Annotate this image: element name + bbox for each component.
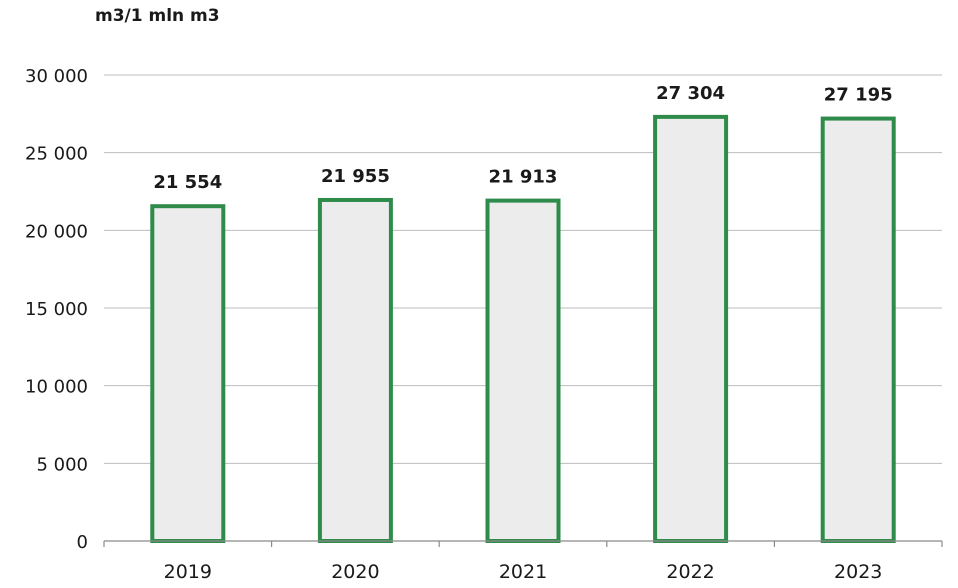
y-tick-label: 25 000	[25, 144, 88, 165]
bar	[150, 204, 226, 544]
y-tick-label: 5 000	[36, 454, 88, 475]
y-tick-label: 0	[77, 532, 88, 553]
bar	[317, 197, 393, 543]
x-tick-label: 2023	[834, 561, 882, 583]
y-tick-label: 10 000	[25, 377, 88, 398]
axes	[103, 540, 943, 547]
y-tick-label: 15 000	[25, 299, 88, 320]
bar	[485, 198, 561, 543]
x-tick-label: 2020	[331, 561, 379, 583]
x-tick-label: 2022	[666, 561, 714, 583]
x-tick-label: 2021	[499, 561, 547, 583]
bar-value-label: 21 554	[153, 172, 222, 193]
y-tick-label: 30 000	[25, 66, 88, 87]
bars	[150, 114, 896, 544]
y-tick-label: 20 000	[25, 221, 88, 242]
y-axis-unit-label: m3/1 mln m3	[95, 6, 220, 26]
bar-value-label: 21 913	[489, 167, 558, 188]
bar	[653, 114, 729, 543]
bar	[820, 116, 896, 543]
labels: 0 5 000 10 000 15 000 20 000 25 000 30 000 21 5…	[25, 66, 893, 583]
bar-value-label: 21 955	[321, 166, 390, 187]
bar-value-label: 27 304	[656, 83, 725, 104]
bar-value-label: 27 195	[824, 85, 893, 106]
x-tick-label: 2019	[164, 561, 212, 583]
